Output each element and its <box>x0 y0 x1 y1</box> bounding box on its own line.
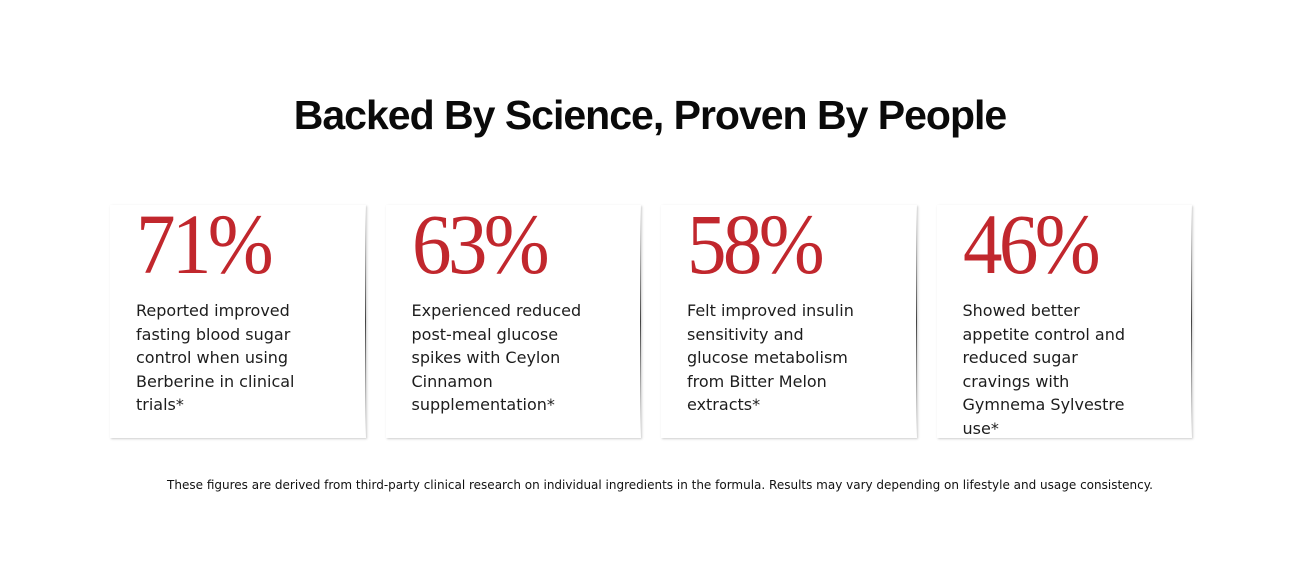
stats-cards: 71% Reported improved fasting blood suga… <box>110 201 1192 438</box>
stat-description: Experienced reduced post-meal glucose sp… <box>411 301 582 414</box>
stat-card: 58% Felt improved insulin sensitivity an… <box>661 201 917 438</box>
stat-value: 71% <box>136 196 274 292</box>
stat-value: 58% <box>687 196 825 292</box>
stat-value: 46% <box>962 196 1101 292</box>
stat-description: Felt improved insulin sensitivity and gl… <box>687 301 854 414</box>
stat-description: Reported improved fasting blood sugar co… <box>136 301 295 414</box>
stat-card: 63% Experienced reduced post-meal glucos… <box>385 201 641 438</box>
footnote: These figures are derived from third-par… <box>167 478 1153 492</box>
stat-description: Showed better appetite control and reduc… <box>962 301 1126 438</box>
section-title: Backed By Science, Proven By People <box>293 92 1007 138</box>
stat-value: 63% <box>411 196 550 292</box>
stat-card: 71% Reported improved fasting blood suga… <box>110 201 366 438</box>
stat-card: 46% Showed better appetite control and r… <box>936 201 1192 438</box>
